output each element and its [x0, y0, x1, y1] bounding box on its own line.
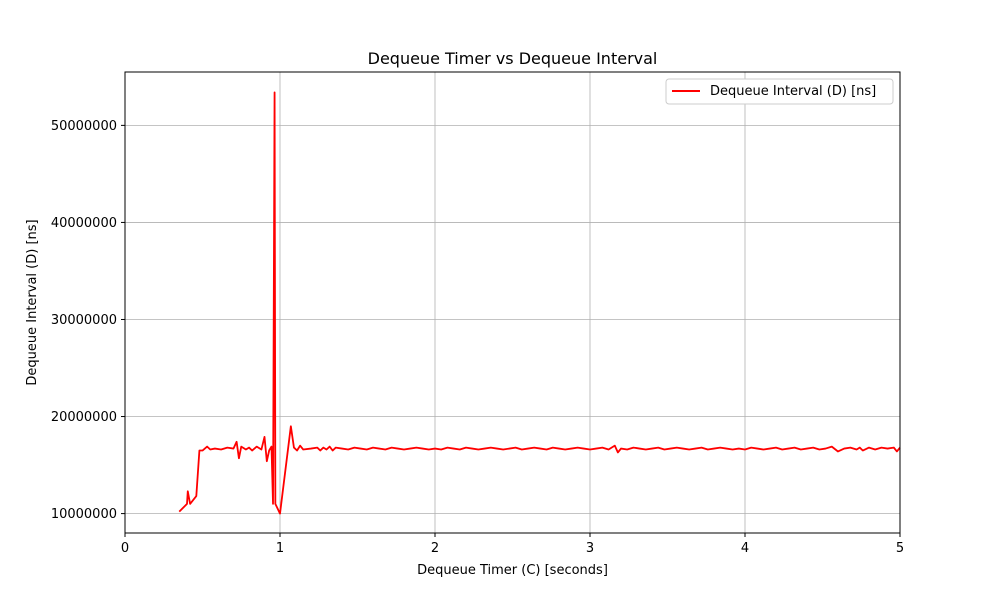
- y-tick-label: 10000000: [51, 507, 117, 522]
- y-tick-label: 30000000: [51, 313, 117, 328]
- x-tick-label: 5: [896, 541, 904, 556]
- legend-label: Dequeue Interval (D) [ns]: [710, 84, 876, 99]
- y-axis-ticks: 10000000 20000000 30000000 40000000 50000000: [51, 119, 125, 522]
- y-tick-label: 50000000: [51, 119, 117, 134]
- x-tick-label: 0: [121, 541, 129, 556]
- legend-box: [665, 78, 894, 105]
- x-tick-label: 1: [276, 541, 284, 556]
- x-tick-label: 2: [431, 541, 439, 556]
- chart-title: Dequeue Timer vs Dequeue Interval: [368, 49, 658, 68]
- series-layer: [178, 91, 901, 515]
- y-tick-label: 20000000: [51, 410, 117, 425]
- x-axis-ticks: 0 1 2 3 4 5: [121, 533, 904, 556]
- x-tick-label: 3: [586, 541, 594, 556]
- y-tick-label: 40000000: [51, 216, 117, 231]
- plot-area: [125, 72, 900, 533]
- legend: Dequeue Interval (D) [ns]: [665, 78, 894, 105]
- x-axis-title: Dequeue Timer (C) [seconds]: [417, 563, 608, 578]
- series-line: [178, 91, 901, 515]
- grid-lines: [124, 72, 901, 533]
- y-axis-title: Dequeue Interval (D) [ns]: [25, 219, 40, 385]
- x-tick-label: 4: [741, 541, 749, 556]
- plot-frame: [124, 71, 901, 534]
